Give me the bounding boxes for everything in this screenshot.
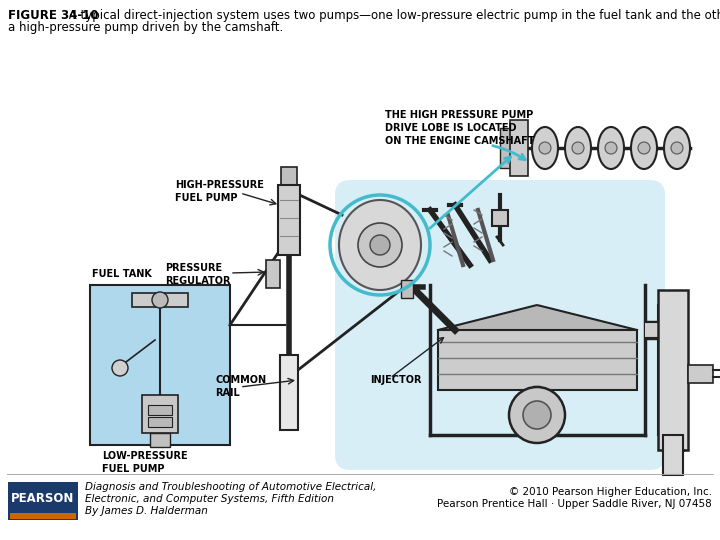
Ellipse shape: [565, 127, 591, 169]
Circle shape: [370, 235, 390, 255]
FancyBboxPatch shape: [266, 260, 280, 288]
Text: COMMON
RAIL: COMMON RAIL: [215, 375, 266, 398]
FancyBboxPatch shape: [281, 167, 297, 187]
Circle shape: [539, 142, 551, 154]
Text: a high-pressure pump driven by the camshaft.: a high-pressure pump driven by the camsh…: [8, 21, 283, 34]
Text: Pearson Prentice Hall · Upper Saddle River, NJ 07458: Pearson Prentice Hall · Upper Saddle Riv…: [437, 499, 712, 509]
FancyBboxPatch shape: [148, 405, 172, 415]
FancyBboxPatch shape: [278, 185, 300, 255]
FancyBboxPatch shape: [492, 210, 508, 226]
Circle shape: [572, 142, 584, 154]
Text: By James D. Halderman: By James D. Halderman: [85, 506, 208, 516]
FancyBboxPatch shape: [510, 120, 528, 176]
Text: THE HIGH PRESSURE PUMP
DRIVE LOBE IS LOCATED
ON THE ENGINE CAMSHAFT: THE HIGH PRESSURE PUMP DRIVE LOBE IS LOC…: [385, 110, 534, 146]
FancyBboxPatch shape: [10, 513, 76, 519]
FancyBboxPatch shape: [132, 293, 188, 307]
Circle shape: [112, 360, 128, 376]
Circle shape: [671, 142, 683, 154]
Circle shape: [638, 142, 650, 154]
FancyBboxPatch shape: [401, 280, 413, 298]
Text: © 2010 Pearson Higher Education, Inc.: © 2010 Pearson Higher Education, Inc.: [509, 487, 712, 497]
FancyBboxPatch shape: [280, 355, 298, 430]
FancyBboxPatch shape: [150, 433, 170, 447]
Ellipse shape: [664, 127, 690, 169]
Circle shape: [152, 292, 168, 308]
Text: PEARSON: PEARSON: [12, 491, 75, 504]
FancyBboxPatch shape: [8, 482, 78, 520]
FancyBboxPatch shape: [90, 285, 230, 445]
Ellipse shape: [598, 127, 624, 169]
FancyBboxPatch shape: [658, 305, 686, 435]
Text: A typical direct-injection system uses two pumps—one low-pressure electric pump : A typical direct-injection system uses t…: [65, 9, 720, 22]
FancyBboxPatch shape: [142, 395, 178, 433]
Circle shape: [509, 387, 565, 443]
Ellipse shape: [631, 127, 657, 169]
FancyBboxPatch shape: [658, 290, 688, 450]
Circle shape: [523, 401, 551, 429]
Ellipse shape: [532, 127, 558, 169]
Text: HIGH-PRESSURE
FUEL PUMP: HIGH-PRESSURE FUEL PUMP: [175, 180, 264, 203]
Text: FIGURE 34-10: FIGURE 34-10: [8, 9, 99, 22]
Text: FUEL TANK: FUEL TANK: [92, 269, 152, 279]
Text: PRESSURE
REGULATOR: PRESSURE REGULATOR: [165, 263, 230, 286]
Text: Electronic, and Computer Systems, Fifth Edition: Electronic, and Computer Systems, Fifth …: [85, 494, 334, 504]
FancyBboxPatch shape: [335, 180, 665, 470]
Text: INJECTOR: INJECTOR: [370, 375, 421, 385]
FancyBboxPatch shape: [438, 330, 637, 390]
FancyBboxPatch shape: [663, 435, 683, 475]
Text: Diagnosis and Troubleshooting of Automotive Electrical,: Diagnosis and Troubleshooting of Automot…: [85, 482, 377, 492]
Ellipse shape: [339, 200, 421, 290]
Circle shape: [605, 142, 617, 154]
Circle shape: [358, 223, 402, 267]
FancyBboxPatch shape: [148, 417, 172, 427]
Text: LOW-PRESSURE
FUEL PUMP: LOW-PRESSURE FUEL PUMP: [102, 451, 188, 474]
FancyBboxPatch shape: [500, 128, 512, 168]
FancyBboxPatch shape: [688, 365, 713, 383]
